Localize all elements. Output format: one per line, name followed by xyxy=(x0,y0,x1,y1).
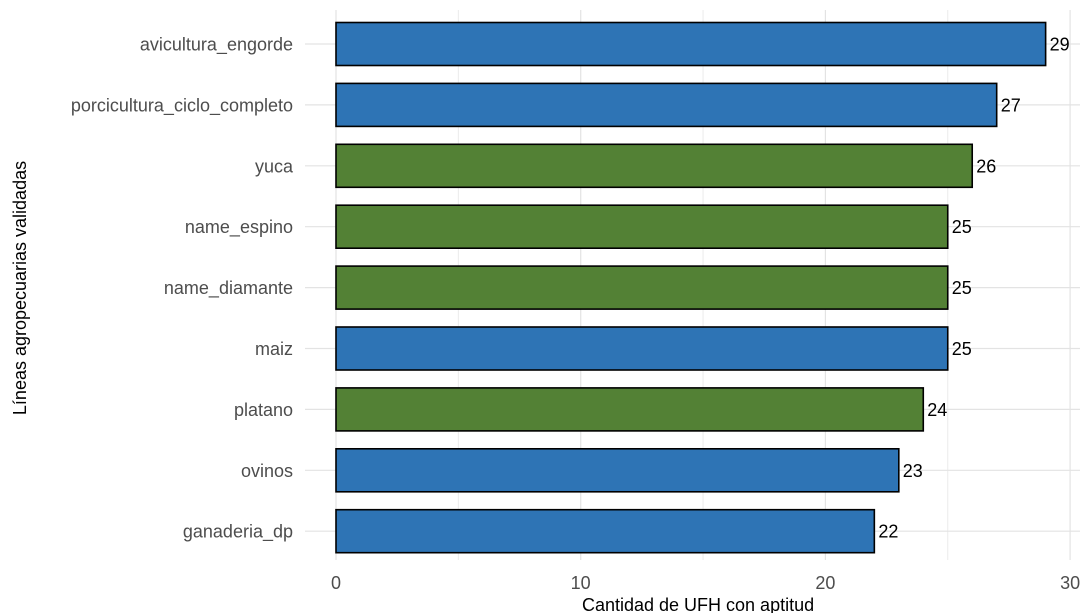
data-label: 22 xyxy=(878,522,898,542)
bar xyxy=(335,82,998,128)
data-label: 25 xyxy=(952,339,972,359)
category-labels: avicultura_engorde porcicultura_ciclo_com… xyxy=(71,35,294,543)
data-label: 25 xyxy=(952,217,972,237)
x-tick-label: 0 xyxy=(331,573,341,593)
category-label: maiz xyxy=(255,339,293,359)
category-label: yuca xyxy=(255,156,294,176)
bar xyxy=(335,326,949,371)
data-label: 24 xyxy=(927,400,947,420)
data-label: 29 xyxy=(1050,35,1070,55)
bar xyxy=(335,21,1047,67)
data-label: 26 xyxy=(976,156,996,176)
category-label: name_espino xyxy=(185,217,293,238)
data-labels: 29 27 26 25 25 25 24 23 22 xyxy=(878,35,1069,542)
data-label: 25 xyxy=(952,278,972,298)
category-label: ovinos xyxy=(241,461,293,481)
x-tick-label: 10 xyxy=(571,573,591,593)
category-label: name_diamante xyxy=(164,278,293,299)
bar xyxy=(335,387,925,432)
bars xyxy=(335,21,1047,554)
data-label: 23 xyxy=(903,461,923,481)
category-label: porcicultura_ciclo_completo xyxy=(71,95,293,116)
x-tick-label: 20 xyxy=(815,573,835,593)
bar xyxy=(335,447,900,493)
category-label: platano xyxy=(234,400,293,420)
bar xyxy=(335,265,949,310)
x-tick-label: 30 xyxy=(1060,573,1080,593)
data-label: 27 xyxy=(1001,95,1021,115)
y-axis-title: Líneas agropecuarias validadas xyxy=(10,161,30,415)
bar xyxy=(335,204,949,249)
category-label: avicultura_engorde xyxy=(140,35,293,56)
category-label: ganaderia_dp xyxy=(183,522,293,543)
bar xyxy=(335,143,974,189)
x-axis-title: Cantidad de UFH con aptitud xyxy=(582,595,814,613)
bar xyxy=(335,508,876,554)
x-tick-labels: 0 10 20 30 xyxy=(331,573,1080,593)
